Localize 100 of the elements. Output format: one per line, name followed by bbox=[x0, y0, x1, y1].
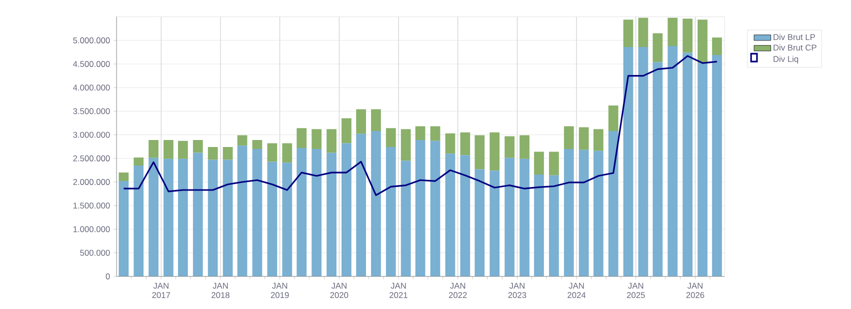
bar bbox=[282, 162, 292, 276]
bar bbox=[371, 131, 381, 276]
y-tick-label: 5.000.000 bbox=[73, 37, 110, 44]
bar bbox=[118, 172, 129, 182]
bar bbox=[282, 143, 292, 163]
bar bbox=[415, 126, 426, 140]
bar bbox=[549, 175, 559, 276]
legend-label: Div Brut CP bbox=[774, 44, 816, 51]
bar bbox=[534, 152, 544, 174]
bar bbox=[652, 33, 663, 62]
bar bbox=[296, 128, 307, 148]
bar bbox=[208, 160, 218, 276]
bar bbox=[386, 128, 396, 148]
bar bbox=[564, 148, 574, 276]
bar bbox=[296, 148, 307, 276]
bar bbox=[267, 143, 278, 162]
bar bbox=[578, 150, 589, 276]
bar bbox=[593, 150, 604, 276]
bar bbox=[267, 162, 278, 276]
bar bbox=[164, 158, 174, 276]
x-tick-label: JAN 2017 bbox=[152, 282, 170, 298]
bar bbox=[400, 160, 411, 276]
bar bbox=[356, 109, 366, 134]
bar bbox=[371, 109, 381, 132]
bar bbox=[386, 147, 396, 276]
bar bbox=[712, 55, 722, 276]
y-tick-label: 500.000 bbox=[80, 250, 110, 256]
bar bbox=[638, 18, 648, 48]
bar bbox=[460, 132, 470, 156]
y-tick-label: 1.000.000 bbox=[73, 226, 110, 232]
y-tick-label: 2.000.000 bbox=[73, 179, 110, 185]
bar bbox=[712, 38, 722, 56]
bar bbox=[638, 47, 648, 276]
bar bbox=[445, 133, 456, 154]
bar bbox=[222, 147, 233, 160]
bar bbox=[430, 140, 440, 276]
bar bbox=[415, 140, 426, 276]
bar bbox=[490, 170, 500, 276]
bar bbox=[668, 46, 678, 276]
bar bbox=[698, 20, 708, 63]
bar bbox=[134, 157, 144, 166]
bar bbox=[474, 135, 485, 170]
legend-label: Div Brut LP bbox=[774, 34, 815, 40]
bar bbox=[564, 126, 574, 149]
y-tick-label: 2.500.000 bbox=[73, 155, 110, 162]
bar bbox=[608, 106, 618, 132]
bar bbox=[178, 158, 188, 276]
x-tick-label: JAN 2020 bbox=[330, 282, 348, 298]
x-tick-label: JAN 2022 bbox=[448, 282, 467, 298]
bar bbox=[504, 158, 514, 276]
bar bbox=[520, 158, 530, 276]
bar bbox=[668, 18, 678, 46]
bar bbox=[148, 140, 158, 158]
y-tick-label: 3.500.000 bbox=[73, 108, 110, 114]
bar bbox=[356, 134, 366, 276]
x-tick-label: JAN 2019 bbox=[270, 282, 289, 298]
bar bbox=[192, 152, 203, 276]
bar bbox=[534, 174, 544, 276]
bar bbox=[578, 127, 589, 150]
x-tick-label: JAN 2026 bbox=[686, 282, 704, 298]
bar bbox=[652, 62, 663, 276]
bar bbox=[520, 135, 530, 159]
bar bbox=[326, 129, 336, 153]
x-tick-label: JAN 2025 bbox=[626, 282, 645, 298]
bar bbox=[342, 118, 352, 144]
bar bbox=[623, 20, 634, 48]
bar bbox=[326, 152, 336, 276]
bar bbox=[222, 160, 233, 276]
bar bbox=[460, 155, 470, 276]
x-tick-label: JAN 2018 bbox=[212, 282, 230, 298]
bar bbox=[490, 132, 500, 171]
bar bbox=[118, 181, 129, 276]
bar bbox=[148, 158, 158, 276]
bar bbox=[549, 152, 559, 176]
y-tick-label: 4.500.000 bbox=[73, 61, 110, 67]
bar bbox=[682, 52, 693, 276]
bar bbox=[252, 140, 262, 149]
y-tick-label: 1.500.000 bbox=[73, 202, 110, 209]
bar bbox=[342, 143, 352, 276]
bar bbox=[192, 140, 203, 153]
bar bbox=[698, 62, 708, 276]
y-tick-label: 4.000.000 bbox=[73, 84, 110, 91]
bar bbox=[252, 148, 262, 276]
y-tick-label: 0 bbox=[106, 273, 110, 280]
x-tick-label: JAN 2023 bbox=[508, 282, 526, 298]
bar bbox=[474, 169, 485, 276]
bar bbox=[178, 140, 188, 159]
bar bbox=[430, 126, 440, 141]
bar bbox=[682, 18, 693, 53]
bar bbox=[608, 131, 618, 276]
bar bbox=[312, 129, 322, 149]
bar bbox=[237, 135, 248, 146]
bar bbox=[237, 146, 248, 276]
bar bbox=[445, 154, 456, 276]
x-tick-label: JAN 2024 bbox=[568, 282, 586, 298]
x-tick-label: JAN 2021 bbox=[390, 282, 408, 298]
bar bbox=[164, 140, 174, 159]
bar bbox=[208, 147, 218, 160]
y-tick-label: 3.000.000 bbox=[73, 132, 110, 138]
bar bbox=[504, 136, 514, 158]
